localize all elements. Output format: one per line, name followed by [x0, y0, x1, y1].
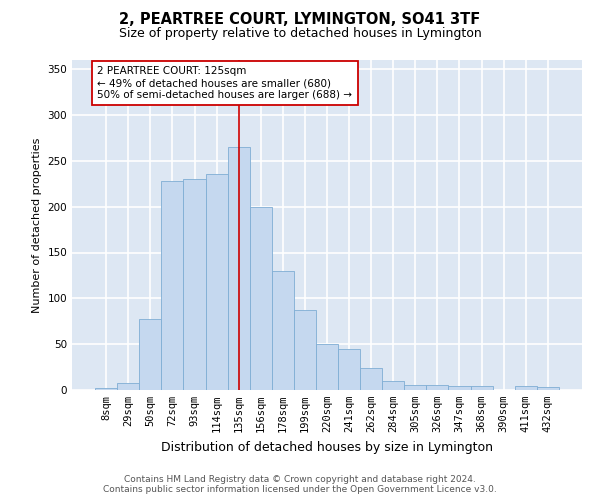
Bar	[294, 310, 316, 390]
Bar	[272, 271, 294, 390]
Y-axis label: Number of detached properties: Number of detached properties	[32, 138, 42, 312]
Text: Size of property relative to detached houses in Lymington: Size of property relative to detached ho…	[119, 28, 481, 40]
Bar	[427, 384, 448, 390]
Bar	[139, 320, 161, 390]
Bar	[448, 386, 470, 390]
Bar	[227, 147, 250, 390]
Bar	[316, 344, 338, 390]
Bar	[470, 386, 493, 390]
Text: 2, PEARTREE COURT, LYMINGTON, SO41 3TF: 2, PEARTREE COURT, LYMINGTON, SO41 3TF	[119, 12, 481, 28]
Bar	[404, 384, 427, 390]
Text: Contains HM Land Registry data © Crown copyright and database right 2024.
Contai: Contains HM Land Registry data © Crown c…	[103, 474, 497, 494]
Bar	[161, 181, 184, 390]
Bar	[338, 349, 360, 390]
Bar	[117, 382, 139, 390]
X-axis label: Distribution of detached houses by size in Lymington: Distribution of detached houses by size …	[161, 440, 493, 454]
Text: 2 PEARTREE COURT: 125sqm
← 49% of detached houses are smaller (680)
50% of semi-: 2 PEARTREE COURT: 125sqm ← 49% of detach…	[97, 66, 352, 100]
Bar	[382, 381, 404, 390]
Bar	[537, 387, 559, 390]
Bar	[250, 206, 272, 390]
Bar	[95, 388, 117, 390]
Bar	[360, 368, 382, 390]
Bar	[206, 174, 227, 390]
Bar	[515, 386, 537, 390]
Bar	[184, 179, 206, 390]
